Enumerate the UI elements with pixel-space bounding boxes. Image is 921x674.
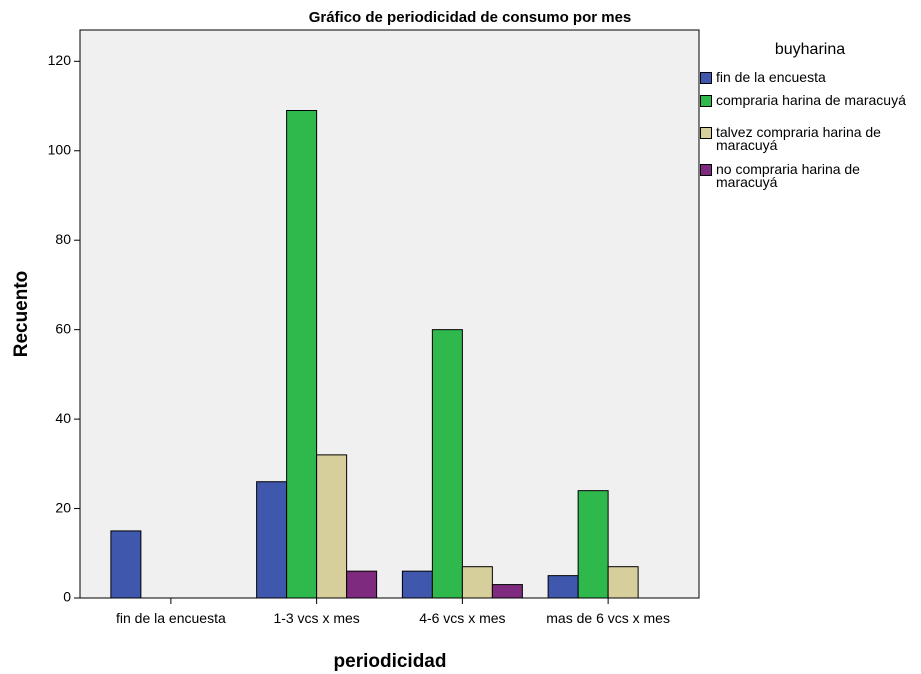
y-tick-label: 120 — [48, 52, 72, 68]
legend-label: fin de la encuesta — [716, 69, 826, 85]
x-tick-label: 1-3 vcs x mes — [273, 610, 360, 626]
x-tick-label: fin de la encuesta — [116, 610, 226, 626]
legend-swatch — [700, 127, 712, 139]
bar — [110, 530, 142, 599]
bar — [346, 570, 378, 599]
bar — [577, 490, 609, 599]
legend-swatch — [700, 164, 712, 176]
legend-item: talvez compraria harina de maracuyá — [700, 124, 921, 153]
bar — [431, 329, 463, 599]
x-tick-label: 4-6 vcs x mes — [419, 610, 506, 626]
bar — [607, 566, 639, 599]
bar — [491, 584, 523, 599]
legend-swatch — [700, 72, 712, 84]
y-axis-label: Recuento — [11, 271, 32, 358]
legend-item: fin de la encuesta — [700, 69, 921, 85]
y-tick-label: 40 — [55, 410, 71, 426]
bar — [316, 454, 348, 599]
legend-label: no compraria harina de maracuyá — [716, 161, 860, 190]
legend-label: compraria harina de maracuyá — [716, 92, 906, 108]
bar — [461, 566, 493, 599]
y-tick-label: 100 — [48, 141, 72, 157]
legend-swatch — [700, 95, 712, 107]
bar — [256, 481, 288, 599]
y-tick-label: 20 — [55, 499, 71, 515]
legend-title: buyharina — [775, 41, 845, 58]
bar — [286, 110, 318, 599]
y-tick-label: 0 — [63, 589, 71, 605]
y-tick-label: 80 — [55, 231, 71, 247]
x-tick-label: mas de 6 vcs x mes — [546, 610, 670, 626]
y-tick-label: 60 — [55, 320, 71, 336]
x-axis-label: periodicidad — [334, 651, 447, 672]
chart-title: Gráfico de periodicidad de consumo por m… — [309, 9, 632, 26]
legend-item: no compraria harina de maracuyá — [700, 161, 921, 190]
bar — [401, 570, 433, 599]
legend-label: talvez compraria harina de maracuyá — [716, 124, 881, 153]
legend-item: compraria harina de maracuyá — [700, 92, 921, 108]
bar — [547, 575, 579, 599]
